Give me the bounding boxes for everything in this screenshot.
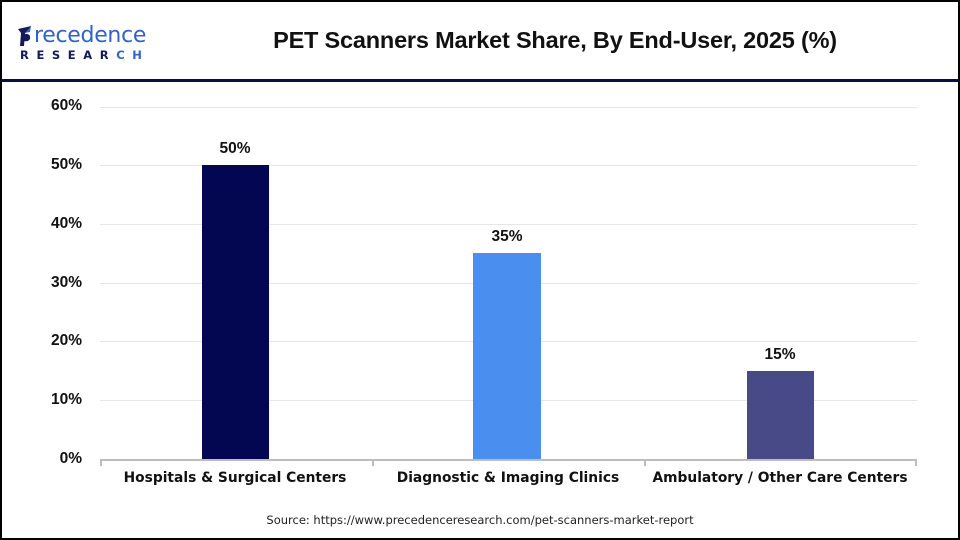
- y-tick-30: 30%: [50, 274, 82, 291]
- y-tick-20: 20%: [50, 332, 82, 349]
- x-axis-line: [100, 459, 917, 461]
- bar-value-label: 50%: [219, 140, 251, 157]
- bar-value-label: 35%: [491, 228, 523, 245]
- y-tick-40: 40%: [50, 215, 82, 232]
- leaf-p-icon: [17, 25, 33, 47]
- x-category-label: Diagnostic & Imaging Clinics: [396, 470, 620, 486]
- x-axis-tick: [100, 459, 102, 466]
- gridline-40: [100, 224, 917, 225]
- header-divider: [2, 79, 958, 82]
- chart-title: PET Scanners Market Share, By End-User, …: [273, 27, 837, 53]
- plot-area: 50% 35% 15%: [100, 107, 917, 466]
- header: recedence RESEARCH PET Scanners Market S…: [0, 0, 960, 81]
- x-axis-tick: [372, 459, 374, 466]
- brand-logo: recedence RESEARCH: [17, 22, 157, 62]
- x-axis-tick: [644, 459, 646, 466]
- y-tick-50: 50%: [50, 156, 82, 173]
- bar-hospitals-surgical-centers: [202, 165, 269, 459]
- bar-ambulatory-other-care-centers: [747, 371, 814, 459]
- logo-wordmark: recedence: [34, 23, 147, 48]
- x-axis-tick: [915, 459, 917, 466]
- bar-value-label: 15%: [764, 346, 796, 363]
- bar-diagnostic-imaging-clinics: [473, 253, 541, 459]
- y-tick-60: 60%: [50, 97, 82, 114]
- x-category-label: Hospitals & Surgical Centers: [123, 470, 347, 486]
- gridline-50: [100, 165, 917, 166]
- source-citation: Source: https://www.precedenceresearch.c…: [266, 513, 694, 527]
- y-tick-10: 10%: [50, 391, 82, 408]
- logo-subtitle: RESEARCH: [20, 48, 150, 62]
- gridline-60: [100, 107, 917, 108]
- y-tick-0: 0%: [59, 450, 82, 467]
- x-category-label: Ambulatory / Other Care Centers: [652, 470, 908, 486]
